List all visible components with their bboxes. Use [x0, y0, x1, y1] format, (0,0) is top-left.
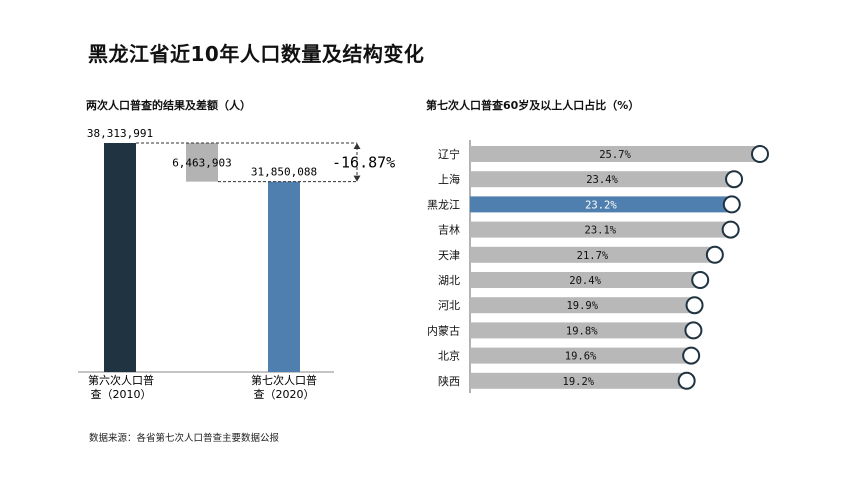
value-label-row-2: 23.2% — [585, 199, 617, 211]
category-label-row-1: 上海 — [438, 172, 460, 186]
category-label-row-3: 吉林 — [438, 223, 460, 237]
change-percent-label: -16.87% — [332, 153, 395, 171]
bar-row-8 — [470, 347, 692, 364]
end-marker-row-2 — [722, 195, 741, 214]
bar-row-0 — [470, 146, 760, 162]
value-label-row-4: 21.7% — [577, 250, 609, 262]
right-chart-subtitle: 第七次人口普查60岁及以上人口占比（%） — [426, 99, 640, 112]
difference-label: 6,463,903 — [172, 156, 232, 169]
bar-row-5 — [470, 272, 701, 288]
end-marker-row-0 — [751, 145, 769, 163]
value-label-row-6: 19.9% — [566, 300, 598, 312]
value-label-row-7: 19.8% — [566, 325, 598, 337]
end-marker-row-5 — [691, 271, 710, 289]
value-label-2010: 38,313,991 — [87, 127, 153, 140]
category-label-row-8: 北京 — [438, 349, 460, 363]
value-label-row-5: 20.4% — [569, 275, 601, 287]
value-label-row-3: 23.1% — [585, 225, 617, 237]
value-label-row-8: 19.6% — [565, 351, 597, 363]
value-label-row-0: 25.7% — [599, 149, 631, 161]
bar-row-2 — [470, 196, 732, 213]
category-label-row-2: 黑龙江 — [427, 198, 460, 211]
end-marker-row-8 — [682, 346, 701, 365]
arrow-head-down-icon — [353, 175, 361, 182]
value-label-2020: 31,850,088 — [251, 166, 317, 179]
bar-row-6 — [470, 297, 695, 314]
value-label-row-1: 23.4% — [586, 174, 618, 186]
bar-row-9 — [470, 372, 687, 389]
category-label-2010-line1: 第六次人口普 — [88, 373, 154, 387]
end-marker-row-1 — [725, 170, 744, 189]
difference-bar — [186, 143, 218, 182]
end-marker-row-3 — [721, 220, 740, 239]
category-label-row-9: 陕西 — [438, 374, 460, 388]
bar-row-1 — [470, 171, 735, 188]
category-label-row-0: 辽宁 — [438, 147, 460, 161]
arrow-head-up-icon — [353, 143, 361, 149]
page-title: 黑龙江省近10年人口数量及结构变化 — [88, 42, 425, 66]
category-label-2020-line1: 第七次人口普 — [251, 373, 317, 387]
end-marker-row-7 — [684, 321, 703, 340]
category-label-2020-line2: 查（2020） — [254, 387, 315, 401]
bar-row-3 — [470, 221, 731, 238]
bar-2010 — [104, 143, 136, 372]
end-marker-row-9 — [677, 371, 696, 390]
category-label-row-4: 天津 — [438, 249, 460, 262]
bar-row-4 — [470, 246, 715, 263]
value-label-row-9: 19.2% — [563, 376, 595, 388]
left-chart-subtitle: 两次人口普查的结果及差额（人） — [86, 99, 251, 112]
source-note: 数据来源：各省第七次人口普查主要数据公报 — [89, 433, 280, 444]
bar-2020 — [268, 181, 300, 372]
category-label-2010-line2: 查（2010） — [91, 387, 152, 401]
category-label-row-7: 内蒙古 — [427, 323, 460, 337]
end-marker-row-4 — [705, 245, 724, 264]
category-label-row-5: 湖北 — [438, 274, 460, 287]
bar-row-7 — [470, 322, 694, 339]
end-marker-row-6 — [685, 296, 704, 315]
category-label-row-6: 河北 — [438, 299, 460, 312]
